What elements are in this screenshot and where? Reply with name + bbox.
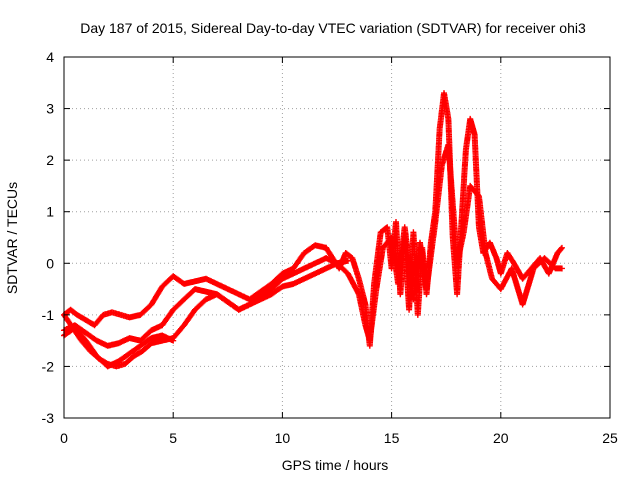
x-tick-label: 10	[275, 430, 291, 446]
series-markers	[323, 141, 565, 344]
x-axis-label: GPS time / hours	[282, 457, 389, 473]
y-tick-label: 4	[46, 49, 54, 65]
grid-lines	[64, 57, 610, 418]
x-tick-label: 20	[493, 430, 509, 446]
series-markers	[61, 324, 177, 370]
y-tick-label: 2	[46, 152, 54, 168]
y-tick-label: 3	[46, 101, 54, 117]
x-tick-label: 5	[169, 430, 177, 446]
plot-frame	[63, 56, 611, 419]
x-tick-label: 15	[384, 430, 400, 446]
y-tick-label: 0	[46, 255, 54, 271]
series-4	[61, 324, 177, 370]
y-tick-label: -1	[42, 307, 55, 323]
y-tick-label: -3	[42, 410, 55, 426]
axis-ticks	[63, 56, 611, 419]
y-tick-label: 1	[46, 204, 54, 220]
series-6	[323, 141, 565, 344]
chart-title: Day 187 of 2015, Sidereal Day-to-day VTE…	[80, 20, 586, 36]
x-tick-label: 25	[602, 430, 618, 446]
y-tick-label: -2	[42, 358, 55, 374]
data-series	[61, 90, 565, 370]
x-tick-label: 0	[60, 430, 68, 446]
tick-labels: 0 5 10 15 20 25 -3 -2 -1 0 1 2 3 4	[42, 49, 618, 446]
y-axis-label: SDTVAR / TECUs	[4, 182, 20, 294]
